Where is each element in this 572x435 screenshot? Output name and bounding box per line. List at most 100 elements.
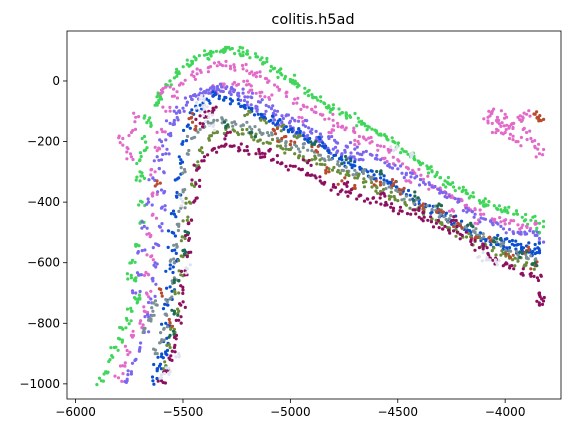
data-point	[139, 319, 143, 323]
data-point	[386, 138, 390, 142]
data-point	[352, 126, 356, 130]
series-6	[153, 110, 546, 328]
data-point	[169, 134, 173, 138]
data-point	[519, 242, 523, 246]
data-point	[155, 130, 159, 134]
data-point	[344, 154, 348, 159]
data-point	[165, 348, 170, 352]
data-point	[539, 119, 543, 123]
data-point	[492, 204, 496, 208]
data-point	[297, 154, 302, 158]
data-point	[279, 162, 283, 166]
data-point	[357, 120, 361, 124]
data-point	[518, 255, 522, 259]
data-point	[139, 273, 143, 277]
series-0	[95, 45, 546, 387]
data-point	[408, 206, 412, 210]
data-point	[167, 372, 171, 376]
data-point	[533, 214, 537, 218]
data-point	[151, 246, 155, 250]
data-point	[179, 81, 183, 85]
data-point	[417, 167, 421, 171]
data-point	[181, 140, 185, 144]
data-point	[306, 138, 310, 142]
data-point	[151, 379, 155, 383]
data-point	[245, 127, 249, 132]
data-point	[179, 321, 183, 325]
data-point	[355, 145, 359, 149]
data-point	[183, 78, 187, 82]
data-point	[175, 67, 179, 71]
data-point	[170, 94, 174, 98]
data-point	[152, 362, 156, 367]
data-point	[224, 126, 228, 130]
data-point	[375, 169, 379, 174]
data-point	[307, 88, 311, 92]
data-point	[95, 383, 99, 387]
data-point	[132, 296, 137, 300]
data-point	[437, 215, 441, 219]
data-point	[444, 191, 448, 195]
data-point	[399, 151, 403, 155]
data-point	[293, 152, 297, 156]
data-point	[519, 226, 524, 230]
data-point	[306, 133, 310, 138]
data-point	[355, 176, 359, 180]
data-point	[298, 129, 302, 133]
data-point	[497, 258, 501, 262]
data-point	[173, 350, 177, 354]
data-point	[375, 186, 379, 190]
data-point	[302, 131, 306, 135]
data-point	[161, 307, 166, 311]
data-point	[205, 105, 209, 109]
data-point	[537, 241, 542, 245]
data-point	[201, 122, 205, 126]
data-point	[142, 134, 147, 139]
data-point	[310, 143, 314, 147]
data-point	[147, 200, 151, 204]
data-point	[429, 220, 433, 224]
data-point	[118, 337, 122, 341]
data-point	[389, 148, 393, 152]
data-point	[249, 107, 253, 111]
data-point	[504, 231, 508, 235]
data-point	[324, 105, 328, 109]
data-point	[248, 88, 252, 92]
data-point	[433, 174, 437, 179]
data-point	[133, 260, 137, 264]
data-point	[484, 203, 488, 207]
data-point	[385, 203, 389, 207]
data-point	[229, 92, 233, 97]
data-point	[290, 127, 294, 131]
data-point	[359, 193, 363, 197]
data-point	[449, 214, 453, 218]
data-point	[514, 239, 518, 243]
data-point	[293, 97, 297, 101]
data-point	[261, 131, 265, 136]
data-point	[255, 55, 259, 59]
data-point	[173, 234, 177, 238]
data-point	[255, 108, 259, 112]
data-point	[286, 113, 290, 117]
data-point	[520, 252, 524, 256]
data-point	[390, 178, 395, 182]
data-point	[538, 114, 542, 118]
data-point	[245, 112, 249, 116]
data-point	[242, 98, 247, 103]
data-point	[404, 150, 408, 154]
data-point	[163, 208, 167, 212]
data-point	[275, 126, 279, 131]
data-point	[351, 163, 355, 167]
data-point	[177, 222, 181, 226]
data-point	[248, 125, 252, 129]
data-point	[254, 91, 258, 95]
data-point	[133, 127, 138, 131]
data-point	[537, 301, 541, 305]
data-point	[437, 208, 441, 212]
data-point	[271, 104, 275, 108]
data-point	[392, 194, 396, 199]
data-point	[518, 250, 522, 254]
data-point	[486, 121, 490, 125]
data-point	[479, 212, 483, 217]
data-point	[265, 77, 269, 81]
